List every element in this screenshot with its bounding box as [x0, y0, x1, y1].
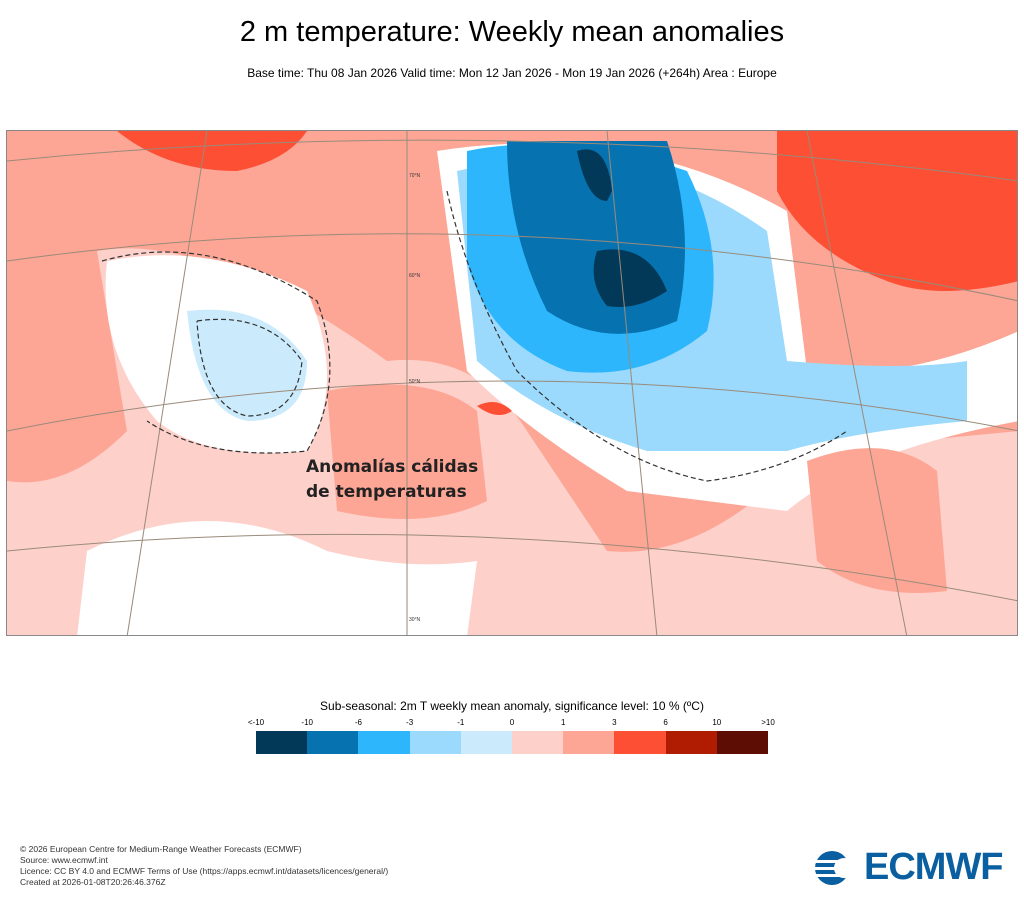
colorbar-swatch — [358, 731, 410, 754]
anomaly-lightblue-atlantic — [187, 309, 307, 421]
lat-labels: 70°N 60°N 50°N 30°N — [409, 173, 421, 623]
anomaly-pink-mideast — [807, 448, 947, 593]
ecmwf-logo: ECMWF — [814, 846, 1004, 889]
colorbar-swatch — [716, 731, 769, 754]
colorbar-label: 10 — [712, 718, 722, 727]
licence: Licence: CC BY 4.0 and ECMWF Terms of Us… — [20, 866, 389, 876]
colorbar-title: Sub-seasonal: 2m T weekly mean anomaly, … — [320, 699, 704, 713]
anomaly-map: 70°N 60°N 50°N 30°N — [6, 130, 1018, 636]
colorbar-label: -6 — [354, 718, 362, 727]
colorbar — [256, 731, 769, 754]
lat-label: 30°N — [409, 617, 421, 623]
footer: © 2026 European Centre for Medium-Range … — [20, 844, 388, 888]
colorbar-swatch — [307, 731, 359, 754]
ecmwf-logo-icon — [814, 850, 860, 885]
colorbar-label: -1 — [457, 718, 465, 727]
colorbar-label: 1 — [560, 718, 566, 727]
map-annotation: Anomalías cálidas de temperaturas — [306, 455, 478, 505]
colorbar-swatch — [409, 731, 461, 754]
logo-text: ECMWF — [864, 846, 1004, 888]
annotation-line: de temperaturas — [306, 482, 467, 502]
colorbar-swatch — [563, 731, 615, 754]
lat-label: 60°N — [409, 273, 421, 279]
anomaly-red-siberia — [777, 131, 1017, 291]
significance-contours — [101, 190, 848, 482]
lat-label: 70°N — [409, 173, 421, 179]
colorbar-label: 0 — [509, 718, 515, 727]
anomaly-white-south — [77, 521, 477, 635]
colorbar-swatch — [665, 731, 717, 754]
colorbar-label: 3 — [612, 718, 617, 727]
colorbar-swatch — [460, 731, 513, 754]
anomaly-red-alps — [477, 402, 512, 415]
anomaly-darkest-russia — [577, 149, 667, 307]
lat-label: 50°N — [409, 379, 421, 385]
colorbar-label: -10 — [301, 718, 313, 727]
anomaly-red-greenland — [117, 131, 307, 171]
colorbar-label: <-10 — [247, 718, 265, 727]
chart-subtitle: Base time: Thu 08 Jan 2026 Valid time: M… — [247, 66, 777, 80]
chart-title: 2 m temperature: Weekly mean anomalies — [239, 16, 785, 48]
colorbar-label: 6 — [663, 718, 668, 727]
annotation-line: Anomalías cálidas — [306, 457, 479, 477]
created-at: Created at 2026-01-08T20:26:46.376Z — [20, 877, 166, 887]
colorbar-label: -3 — [406, 718, 414, 727]
colorbar-swatch — [614, 731, 666, 754]
colorbar-swatch — [512, 731, 564, 754]
colorbar-swatch — [256, 731, 308, 754]
source: Source: www.ecmwf.int — [20, 855, 108, 865]
colorbar-labels: <-10 -10 -6 -3 -1 0 1 3 6 10 >10 — [248, 718, 775, 730]
copyright: © 2026 European Centre for Medium-Range … — [20, 844, 302, 854]
graticule — [7, 131, 1017, 635]
colorbar-label: >10 — [761, 718, 775, 727]
